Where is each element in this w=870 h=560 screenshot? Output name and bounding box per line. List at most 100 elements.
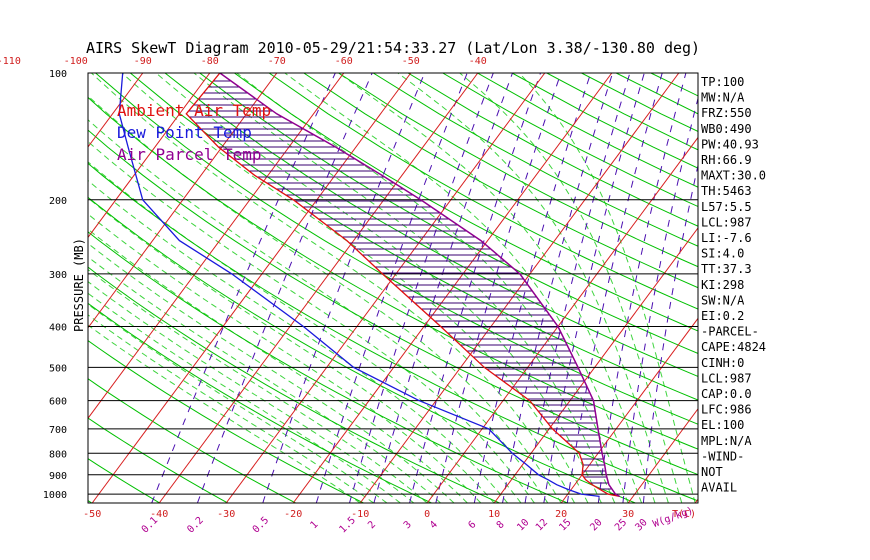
dry-adiabat-line (88, 231, 568, 503)
isotherm-line (225, 73, 546, 503)
dry-adiabat-line (0, 73, 24, 503)
moist-adiabat-line (88, 179, 508, 503)
mixing-ratio-tick-label: 0.5 (251, 515, 272, 536)
dry-adiabat-line (88, 302, 432, 503)
top-temp-tick-label: -60 (335, 56, 353, 67)
mixing-ratio-line (196, 73, 373, 503)
top-temp-tick-label: -110 (0, 56, 21, 67)
top-temperature-axis: -120-110-100-90-80-70-60-50-40 (0, 56, 487, 67)
index-label: CAPE:4824 (701, 340, 766, 354)
temp-tick-label: -40 (150, 509, 168, 520)
dry-adiabat-line (88, 339, 364, 503)
mixing-ratio-line (373, 73, 513, 503)
pressure-tick-label: 200 (49, 196, 67, 207)
plot-frame (87, 72, 699, 504)
dry-adiabat-line (303, 73, 698, 289)
index-label: LI:-7.6 (701, 231, 752, 245)
mixing-ratio-tick-label: 3 (402, 519, 414, 531)
mixing-ratio-line (642, 163, 698, 503)
top-temp-tick-label: -90 (134, 56, 152, 67)
moist-adiabat-line (284, 73, 643, 503)
dry-adiabat-line (95, 73, 698, 425)
dry-adiabat-line (268, 73, 698, 310)
isotherm-line (426, 136, 698, 503)
moist-adiabat-line (88, 268, 428, 503)
top-temp-tick-label: -80 (201, 56, 219, 67)
index-label: NOT (701, 465, 723, 479)
index-label: TH:5463 (701, 184, 752, 198)
mixing-ratio-tick-label: 1 (309, 519, 321, 531)
mixing-ratio-line (597, 73, 687, 503)
dry-adiabat-line (164, 73, 698, 377)
isotherm-line (0, 73, 76, 503)
index-label: LCL:987 (701, 215, 752, 229)
pressure-tick-label: 300 (49, 270, 67, 281)
index-label: -PARCEL- (701, 325, 759, 339)
pressure-tick-label: 400 (49, 323, 67, 334)
dry-adiabat-line (88, 417, 228, 503)
moist-adiabat-line (88, 314, 374, 503)
mixing-ratio-tick-label: 8 (495, 519, 507, 531)
dry-adiabat-line (88, 378, 296, 503)
index-label: KI:298 (701, 278, 744, 292)
pressure-tick-label: 500 (49, 363, 67, 374)
legend-entry: Ambient Air Temp (117, 101, 271, 120)
index-label: MPL:N/A (701, 434, 752, 448)
mixing-ratio-tick-label: 4 (428, 519, 440, 531)
temp-tick-label: -30 (217, 509, 235, 520)
moist-adiabat-line (88, 213, 482, 503)
index-label: CAP:0.0 (701, 387, 752, 401)
dry-adiabat-line (88, 196, 636, 503)
mixing-ratio-tick-label: 30 (633, 517, 649, 533)
chart-title: AIRS SkewT Diagram 2010-05-29/21:54:33.2… (86, 39, 700, 57)
dry-adiabat-line (88, 458, 160, 503)
mixing-ratio-line (151, 73, 336, 503)
bottom-temperature-axis: -50 -40 -30 -20 -10 0 10 20 30 T(C) (83, 509, 696, 520)
index-label: SI:4.0 (701, 247, 744, 261)
dry-adiabat-line (650, 73, 698, 97)
mixing-ratio-lines (151, 73, 698, 503)
mixing-ratio-tick-label: 6 (467, 519, 479, 531)
mixing-ratio-line (435, 73, 562, 503)
temp-tick-label: -20 (284, 509, 302, 520)
mixing-ratio-line (543, 73, 645, 503)
dry-adiabat-line (407, 73, 698, 227)
isotherm-line (88, 73, 345, 420)
pressure-tick-label: 100 (49, 69, 67, 80)
legend-entry: Dew Point Temp (117, 123, 252, 142)
moist-adiabat-line (88, 197, 495, 503)
mixing-ratio-line (315, 73, 468, 503)
mixing-ratio-tick-label: 0.2 (185, 515, 206, 536)
index-label: CINH:0 (701, 356, 744, 370)
pressure-tick-label: 600 (49, 397, 67, 408)
moist-adiabat-line (397, 73, 669, 503)
isotherm-line (493, 227, 698, 503)
cape-hatching (188, 80, 617, 496)
moist-adiabat-line (338, 73, 656, 503)
moist-adiabat-line (459, 73, 683, 503)
index-label: MW:N/A (701, 91, 745, 105)
plot-area (0, 73, 698, 503)
mixing-ratio-tick-label: 20 (588, 517, 604, 533)
index-label: EI:0.2 (701, 309, 744, 323)
dry-adiabat-line (199, 73, 698, 355)
temp-axis-label: T(C) (672, 509, 696, 520)
dry-adiabat-line (338, 73, 698, 268)
moist-adiabat-line (518, 73, 696, 503)
temp-tick-label: 10 (488, 509, 500, 520)
index-label: LFC:986 (701, 403, 752, 417)
pressure-axis: 100 200 300 400 500 600 700 800 900 1000 (43, 69, 67, 501)
dewpoint-line (118, 73, 600, 498)
dry-adiabat-line (88, 266, 500, 503)
moist-adiabat-line (88, 141, 535, 503)
parcel-temp-line (219, 73, 620, 498)
moist-adiabats (88, 73, 696, 503)
index-label: SW:N/A (701, 293, 745, 307)
index-label: TT:37.3 (701, 262, 752, 276)
legend: Ambient Air Temp Dew Point Temp Air Parcel… (117, 101, 271, 164)
temp-tick-label: -10 (351, 509, 369, 520)
dry-adiabat-line (88, 162, 698, 502)
pressure-tick-label: 1000 (43, 490, 67, 501)
